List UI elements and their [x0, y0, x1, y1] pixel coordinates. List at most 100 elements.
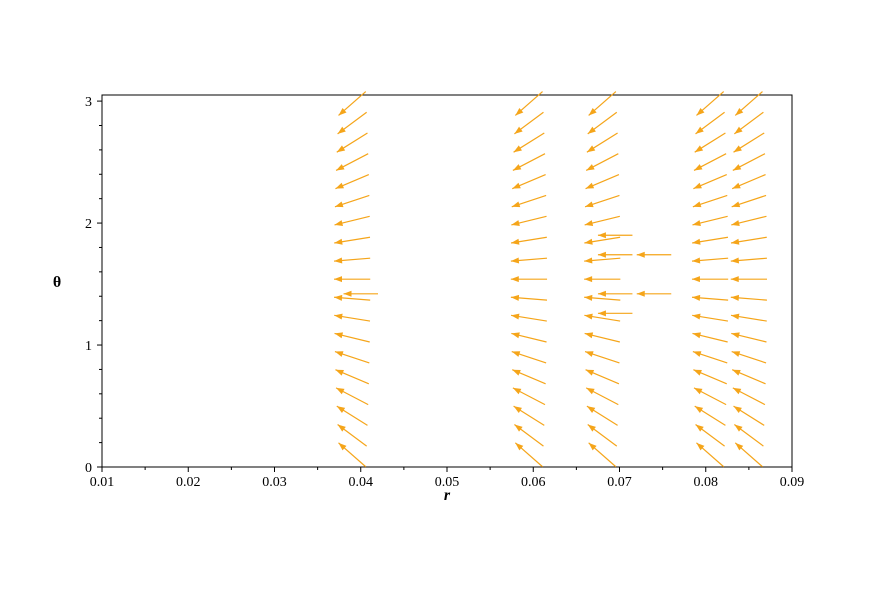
vector-arrow [512, 369, 546, 385]
y-tick-label: 2 [85, 217, 92, 232]
vector-arrow [335, 153, 369, 171]
vector-arrow [691, 276, 729, 283]
vector-arrow [512, 173, 546, 190]
vector-arrow [585, 173, 620, 190]
vector-arrow [511, 332, 547, 343]
vector-arrow [732, 387, 766, 406]
vector-arrow [334, 215, 370, 226]
vector-arrow [597, 232, 633, 239]
vector-arrow [510, 257, 548, 264]
vector-arrow [334, 294, 371, 301]
vector-arrow [334, 257, 371, 264]
vector-arrow [337, 423, 368, 447]
vector-arrow [733, 423, 764, 447]
vector-arrow [510, 294, 548, 301]
vector-arrow [694, 132, 726, 153]
vector-arrow [693, 387, 727, 406]
vector-arrow [584, 313, 621, 322]
vector-arrow [584, 332, 620, 343]
x-tick-label: 0.04 [349, 475, 374, 490]
vector-arrow [584, 215, 620, 226]
x-tick-label: 0.08 [694, 475, 719, 490]
vector-arrow [636, 290, 672, 297]
vector-arrow [733, 111, 764, 135]
vector-arrow [693, 153, 727, 171]
vector-arrow [730, 294, 767, 301]
vector-arrow [636, 251, 672, 258]
vector-arrow [335, 369, 370, 385]
x-tick-label: 0.06 [521, 475, 546, 490]
vector-arrow [692, 350, 728, 364]
vector-arrow [584, 194, 620, 208]
vector-arrow [586, 405, 618, 426]
x-tick-label: 0.01 [90, 475, 115, 490]
x-tick-label: 0.05 [435, 475, 460, 490]
vector-arrow [586, 132, 618, 153]
vector-arrow [584, 350, 620, 364]
vector-arrow [337, 111, 368, 135]
vector-arrow [692, 215, 728, 226]
vector-arrow [513, 405, 545, 426]
vector-arrow [597, 310, 633, 317]
vector-arrow [336, 405, 368, 426]
vector-arrow [512, 387, 546, 406]
vector-arrow [693, 369, 727, 385]
vector-arrow [588, 91, 617, 116]
vector-arrow [334, 276, 371, 283]
vector-arrow [584, 294, 621, 301]
vector-arrow [732, 153, 766, 171]
vector-arrow [335, 173, 370, 190]
vector-arrow [695, 111, 725, 135]
x-axis-title: r [444, 487, 451, 504]
vector-arrow [597, 290, 633, 297]
vector-arrow [336, 132, 368, 153]
vector-arrow [510, 236, 547, 245]
x-tick-label: 0.09 [780, 475, 805, 490]
vector-arrow [584, 236, 621, 245]
vector-arrow [731, 194, 767, 208]
vector-arrow [731, 332, 767, 343]
vector-arrow [513, 132, 545, 153]
vector-arrow [731, 215, 767, 226]
vector-arrow [514, 423, 544, 447]
vector-arrow [730, 276, 767, 283]
vector-arrow [691, 257, 729, 264]
vector-arrow [510, 276, 548, 283]
vector-arrow [696, 91, 725, 116]
vector-arrow [733, 132, 765, 153]
vector-arrow [691, 294, 729, 301]
x-tick-label: 0.03 [262, 475, 287, 490]
y-tick-label: 1 [85, 339, 92, 354]
vector-arrow [511, 215, 547, 226]
vector-arrow [585, 369, 620, 385]
vector-arrow [334, 332, 370, 343]
vector-arrow [693, 173, 727, 190]
vector-arrow [695, 423, 725, 447]
vector-arrow [343, 290, 378, 297]
y-tick-label: 3 [85, 95, 92, 110]
vector-field-arrows [334, 91, 767, 468]
vector-arrow [731, 350, 767, 364]
vector-arrow [338, 442, 367, 468]
vector-arrow [585, 153, 619, 171]
vector-arrow [730, 313, 767, 322]
vector-arrow [692, 236, 729, 245]
vector-arrow [692, 332, 728, 343]
vector-arrow [584, 276, 621, 283]
vector-arrow [335, 387, 369, 406]
vector-arrow [734, 442, 763, 468]
vector-arrow [334, 236, 371, 245]
vector-arrow [587, 423, 618, 447]
vector-arrow [587, 111, 618, 135]
vector-arrow [511, 194, 547, 208]
vector-arrow [731, 173, 766, 190]
vector-arrow [733, 405, 765, 426]
vector-arrow [588, 442, 617, 468]
x-tick-label: 0.07 [607, 475, 632, 490]
vector-arrow [334, 194, 370, 208]
vector-arrow [584, 257, 621, 264]
plot-frame [101, 94, 793, 468]
y-axis: 0 1 2 3 [85, 95, 102, 476]
vector-arrow [512, 153, 546, 171]
